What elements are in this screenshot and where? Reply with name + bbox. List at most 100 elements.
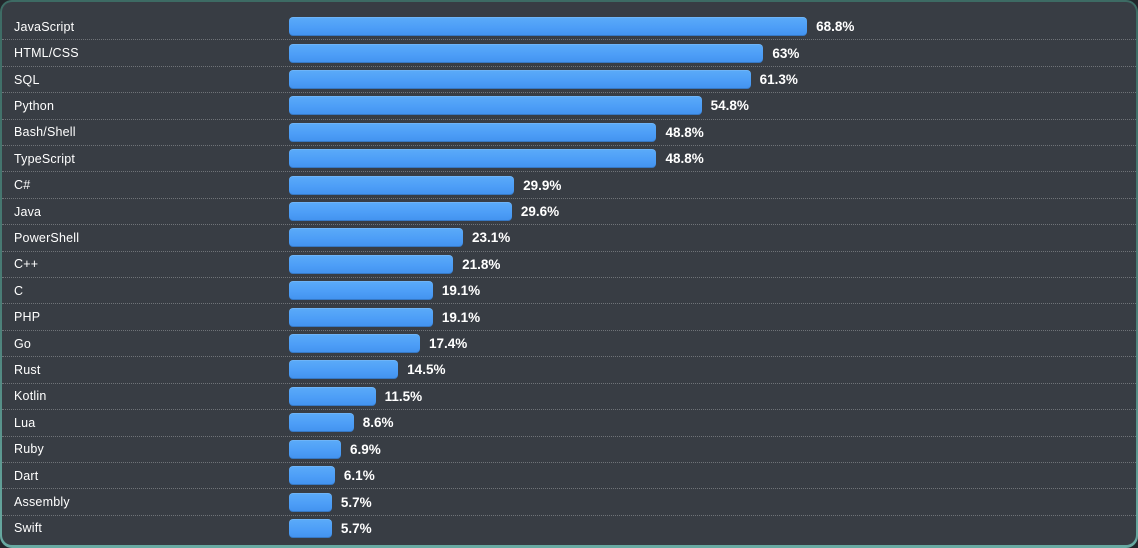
bar-track: 21.8%	[289, 252, 1136, 277]
bar	[289, 122, 657, 142]
bar-track: 61.3%	[289, 67, 1136, 92]
language-label: HTML/CSS	[14, 46, 79, 61]
language-label: TypeScript	[14, 151, 76, 166]
value-label: 19.1%	[441, 309, 481, 325]
bar	[289, 492, 332, 512]
chart-row: JavaScript 68.8%	[2, 14, 1136, 41]
chart-row: Swift 5.7%	[2, 516, 1136, 541]
bar-track: 17.4%	[289, 331, 1136, 356]
bar-track: 68.8%	[289, 14, 1136, 39]
value-label: 63%	[772, 45, 800, 61]
bar-track: 48.8%	[289, 146, 1136, 171]
bar-track: 23.1%	[289, 225, 1136, 250]
bar-track: 6.1%	[289, 463, 1136, 488]
bar	[289, 17, 808, 37]
language-label: Assembly	[14, 495, 70, 510]
value-label: 61.3%	[759, 72, 798, 88]
bar-track: 11.5%	[289, 384, 1136, 409]
chart-row: PowerShell 23.1%	[2, 225, 1136, 252]
bar-track: 5.7%	[289, 516, 1136, 541]
language-label: PHP	[14, 310, 41, 325]
chart-row: C++ 21.8%	[2, 252, 1136, 279]
value-label: 68.8%	[816, 19, 855, 35]
bar-track: 29.9%	[289, 172, 1136, 197]
bar-track: 63%	[289, 40, 1136, 65]
chart-row: Bash/Shell 48.8%	[2, 120, 1136, 147]
language-label: Bash/Shell	[14, 125, 76, 140]
value-label: 23.1%	[471, 230, 511, 246]
chart-row: Python 54.8%	[2, 93, 1136, 120]
bar	[289, 386, 376, 406]
chart-row: Dart 6.1%	[2, 463, 1136, 490]
bar	[289, 43, 764, 63]
language-label: Java	[14, 204, 42, 219]
value-label: 48.8%	[665, 151, 704, 167]
value-label: 5.7%	[340, 520, 372, 536]
chart-row: Rust 14.5%	[2, 357, 1136, 384]
chart-row: C 19.1%	[2, 278, 1136, 305]
language-label: Kotlin	[14, 389, 47, 404]
bar	[289, 175, 515, 195]
language-label: Swift	[14, 521, 43, 536]
value-label: 19.1%	[441, 283, 481, 299]
bar	[289, 439, 341, 459]
value-label: 6.1%	[343, 468, 375, 484]
bar	[289, 281, 433, 301]
chart-row: Go 17.4%	[2, 331, 1136, 358]
bar	[289, 466, 335, 486]
bar-track: 19.1%	[289, 278, 1136, 303]
bar	[289, 307, 433, 327]
bar-track: 6.9%	[289, 437, 1136, 462]
chart-row: C# 29.9%	[2, 172, 1136, 199]
chart-row: TypeScript 48.8%	[2, 146, 1136, 173]
bar	[289, 518, 332, 538]
value-label: 21.8%	[462, 256, 501, 272]
bar-track: 29.6%	[289, 199, 1136, 224]
bar	[289, 202, 512, 222]
chart-row: PHP 19.1%	[2, 304, 1136, 331]
chart-row: Java 29.6%	[2, 199, 1136, 226]
value-label: 8.6%	[362, 415, 394, 431]
value-label: 5.7%	[340, 494, 372, 510]
value-label: 11.5%	[384, 388, 423, 404]
bar	[289, 334, 421, 354]
bar-track: 48.8%	[289, 120, 1136, 145]
value-label: 6.9%	[349, 441, 381, 457]
chart-row: Ruby 6.9%	[2, 437, 1136, 463]
value-label: 29.9%	[523, 177, 562, 193]
bar	[289, 254, 454, 274]
language-label: C#	[14, 178, 31, 193]
language-label: PowerShell	[14, 230, 80, 245]
language-label: Dart	[14, 468, 39, 483]
language-label: Lua	[14, 415, 36, 430]
bar-track: 54.8%	[289, 93, 1136, 118]
bar	[289, 413, 354, 433]
value-label: 29.6%	[520, 204, 560, 220]
chart-row: Kotlin 11.5%	[2, 384, 1136, 411]
bar	[289, 228, 463, 248]
language-label: Go	[14, 336, 32, 351]
chart-row: HTML/CSS 63%	[2, 40, 1136, 67]
bar-track: 19.1%	[289, 304, 1136, 329]
value-label: 48.8%	[665, 124, 704, 140]
value-label: 54.8%	[710, 98, 749, 114]
value-label: 17.4%	[429, 336, 468, 352]
chart-row: Lua 8.6%	[2, 410, 1136, 437]
language-label: SQL	[14, 72, 40, 87]
bar-track: 8.6%	[289, 410, 1136, 435]
chart-row: SQL 61.3%	[2, 67, 1136, 94]
chart-row: Assembly 5.7%	[2, 489, 1136, 516]
language-label: C	[14, 283, 24, 298]
value-label: 14.5%	[407, 362, 446, 378]
bar	[289, 360, 399, 380]
bar	[289, 70, 751, 90]
language-label: C++	[14, 257, 39, 272]
bar-track: 5.7%	[289, 489, 1136, 514]
language-label: Ruby	[14, 442, 44, 457]
language-label: JavaScript	[14, 19, 75, 34]
bar-track: 14.5%	[289, 357, 1136, 382]
language-label: Rust	[14, 362, 41, 377]
bar	[289, 96, 702, 116]
